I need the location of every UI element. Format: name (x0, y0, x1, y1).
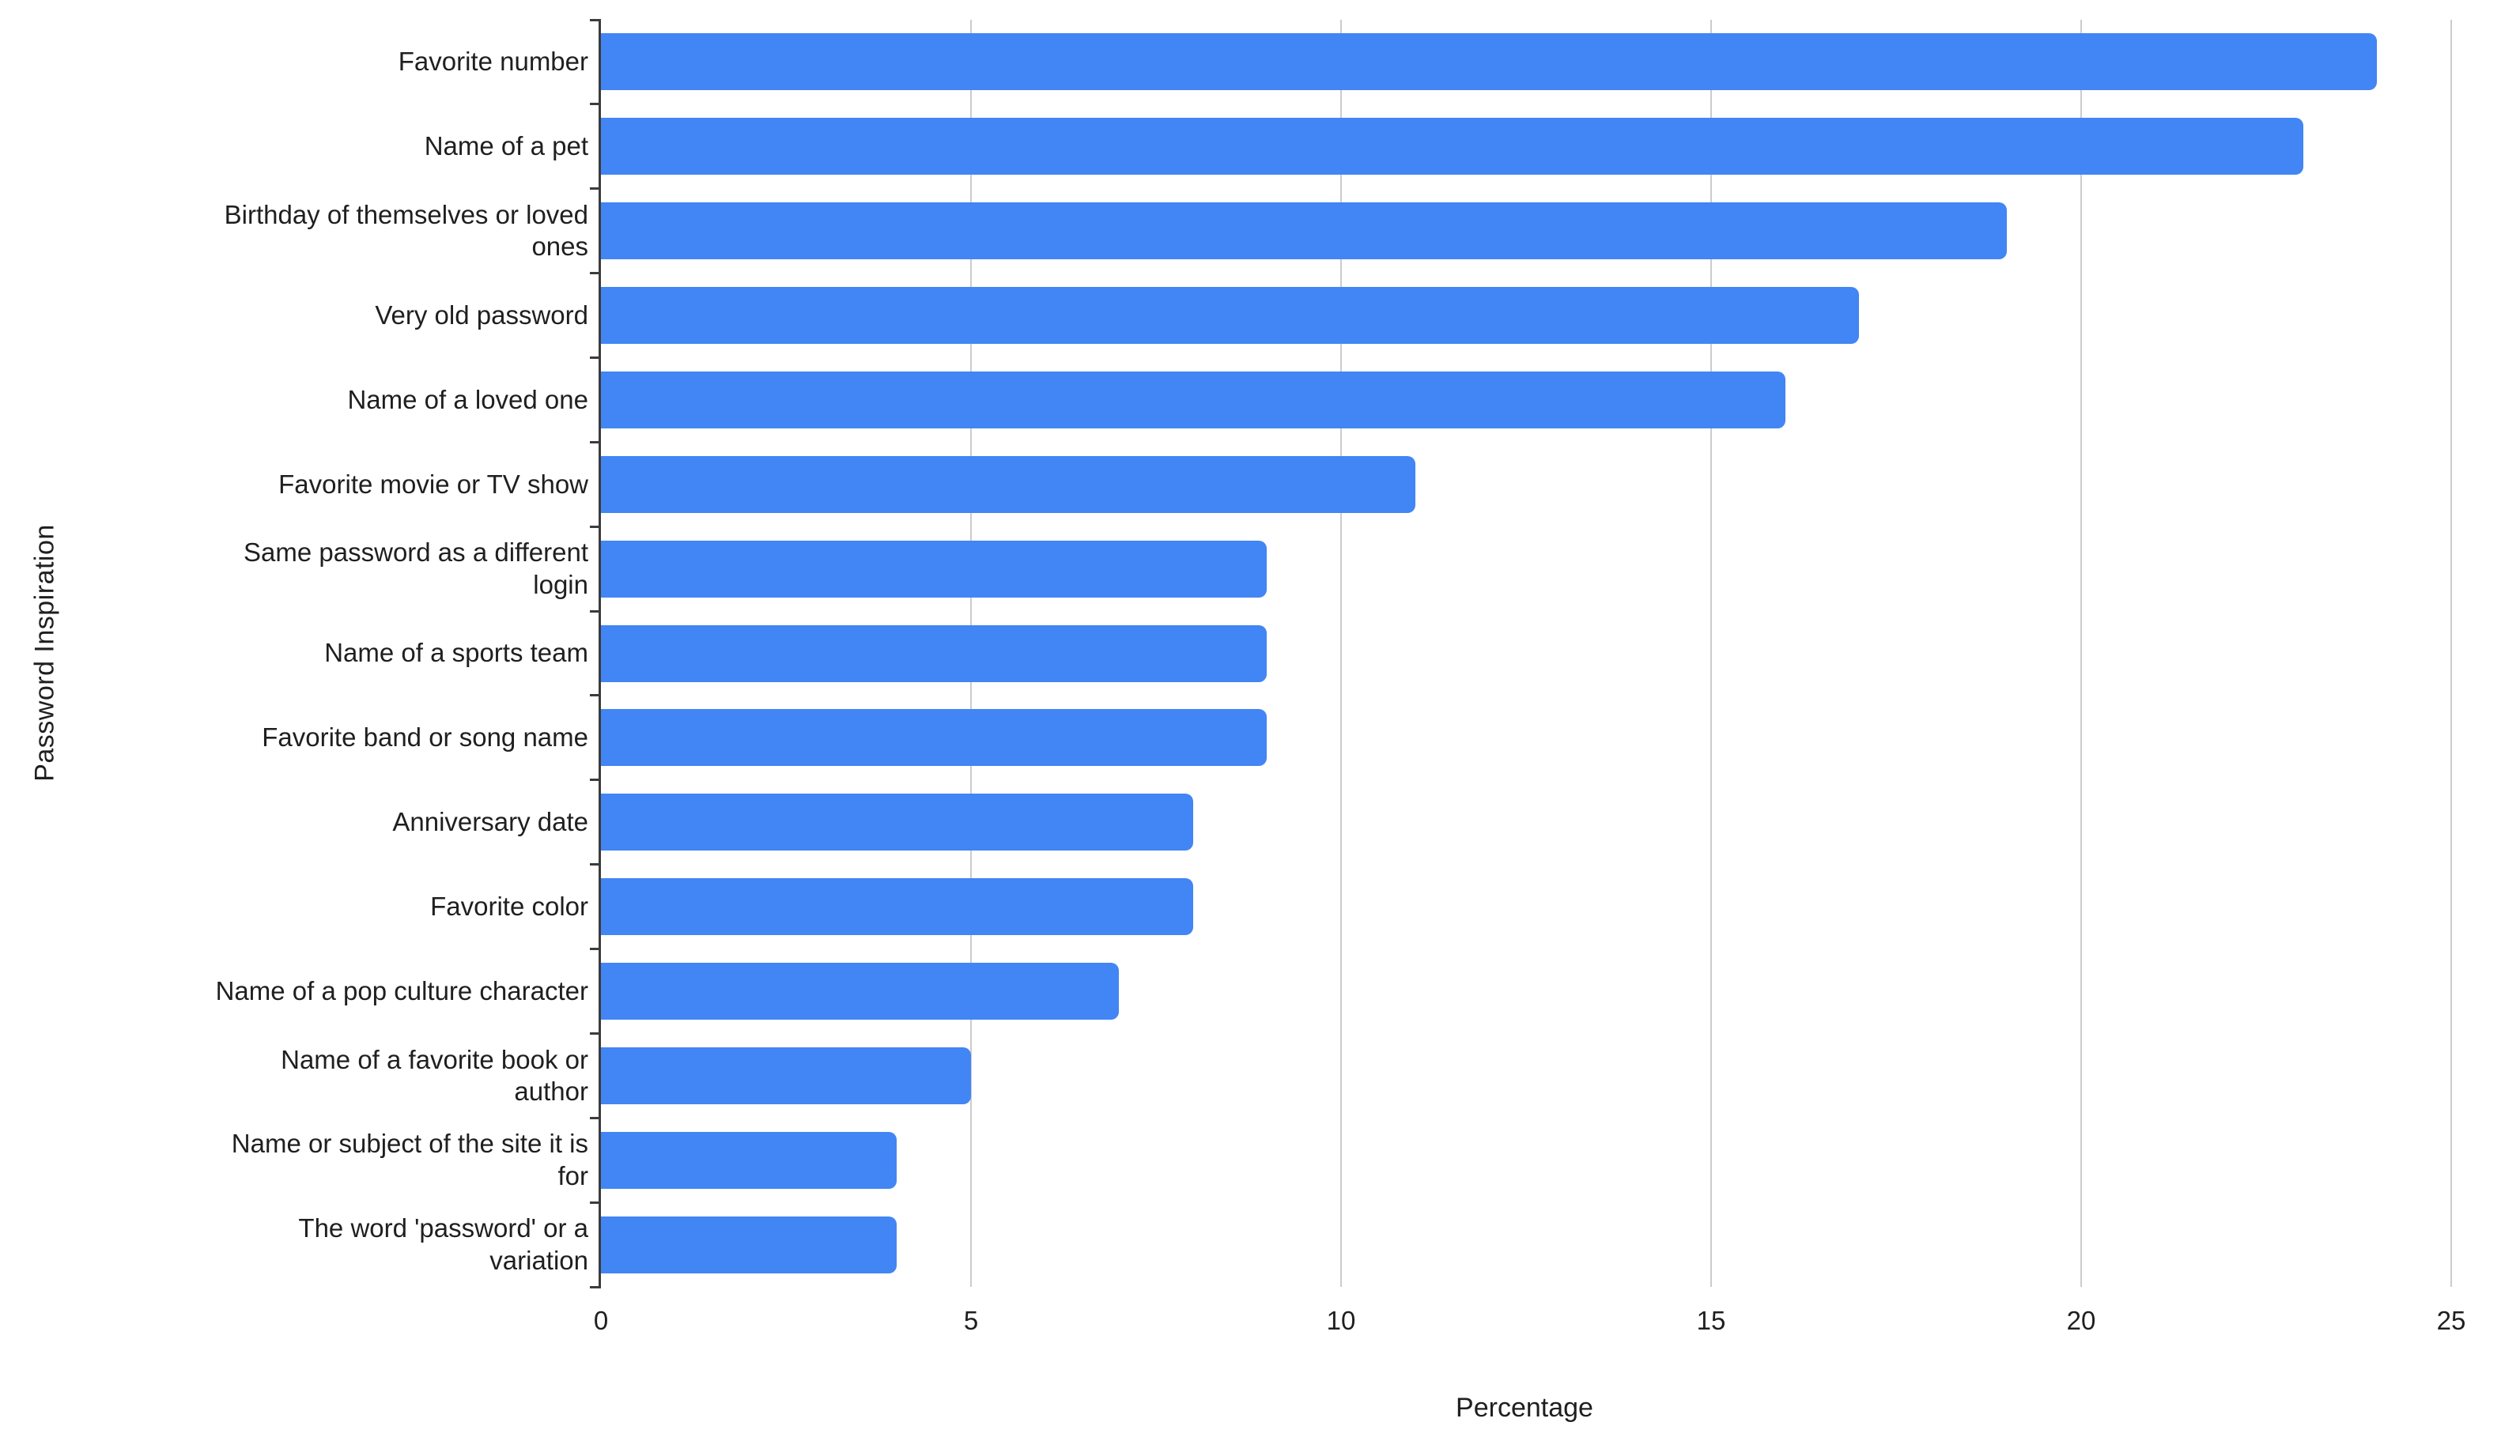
category-axis-tick (590, 1201, 601, 1204)
bar (601, 962, 1120, 1020)
category-label: The word 'password' or a variation (298, 1213, 588, 1275)
bar (601, 794, 1193, 851)
category-label: Favorite color (430, 891, 588, 921)
category-axis-tick (590, 525, 601, 528)
x-tick-label: 10 (1326, 1306, 1356, 1335)
bar (601, 1216, 897, 1273)
bar (601, 540, 1268, 598)
bar (601, 624, 1268, 682)
category-axis-tick (590, 1285, 601, 1288)
category-label: Name of a loved one (347, 384, 588, 414)
bar (601, 1131, 897, 1189)
x-tick-label: 20 (2066, 1306, 2096, 1335)
category-axis-tick (590, 272, 601, 275)
bar (601, 33, 2378, 91)
category-axis-tick (590, 103, 601, 106)
category-axis-tick (590, 948, 601, 951)
category-axis-tick (590, 694, 601, 697)
category-label: Name of a favorite book or author (281, 1044, 588, 1106)
category-label: Same password as a different login (244, 538, 588, 599)
category-axis-tick (590, 440, 601, 443)
bar (601, 878, 1193, 936)
category-axis-tick (590, 863, 601, 866)
x-tick-label: 0 (593, 1306, 609, 1335)
bar (601, 455, 1415, 513)
bar (601, 287, 1860, 345)
x-tick-label: 5 (963, 1306, 979, 1335)
y-axis-title: Password Inspiration (29, 524, 60, 782)
category-label: Favorite movie or TV show (278, 469, 588, 499)
bar (601, 371, 1785, 428)
x-axis-title: Percentage (1456, 1393, 1593, 1423)
plot-area (599, 20, 2452, 1287)
bar (601, 1047, 971, 1104)
category-label: Favorite number (398, 47, 588, 77)
bar (601, 709, 1268, 767)
category-label: Birthday of themselves or loved ones (224, 199, 588, 262)
gridline (2080, 20, 2082, 1287)
category-axis-labels: Favorite number Name of a pet Birthday of … (62, 20, 588, 1287)
category-label: Very old password (375, 300, 588, 330)
category-label: Name of a pet (424, 131, 588, 161)
x-tick-label: 15 (1696, 1306, 1726, 1335)
category-label: Name of a pop culture character (215, 975, 588, 1005)
category-axis-tick (590, 609, 601, 613)
category-axis-tick (590, 356, 601, 359)
category-label: Anniversary date (392, 807, 588, 837)
x-tick-label: 25 (2436, 1306, 2466, 1335)
gridline (2450, 20, 2452, 1287)
category-axis-tick (590, 779, 601, 782)
category-axis-tick (590, 187, 601, 190)
bar (601, 202, 2008, 260)
gridline (1710, 20, 1712, 1287)
category-label: Favorite band or song name (262, 722, 588, 753)
category-label: Name of a sports team (324, 638, 588, 668)
category-axis-tick (590, 1116, 601, 1119)
bar (601, 118, 2303, 175)
category-axis-tick (590, 18, 601, 21)
category-label: Name or subject of the site it is for (231, 1129, 588, 1190)
gridline (1340, 20, 1342, 1287)
category-axis-tick (590, 1032, 601, 1035)
